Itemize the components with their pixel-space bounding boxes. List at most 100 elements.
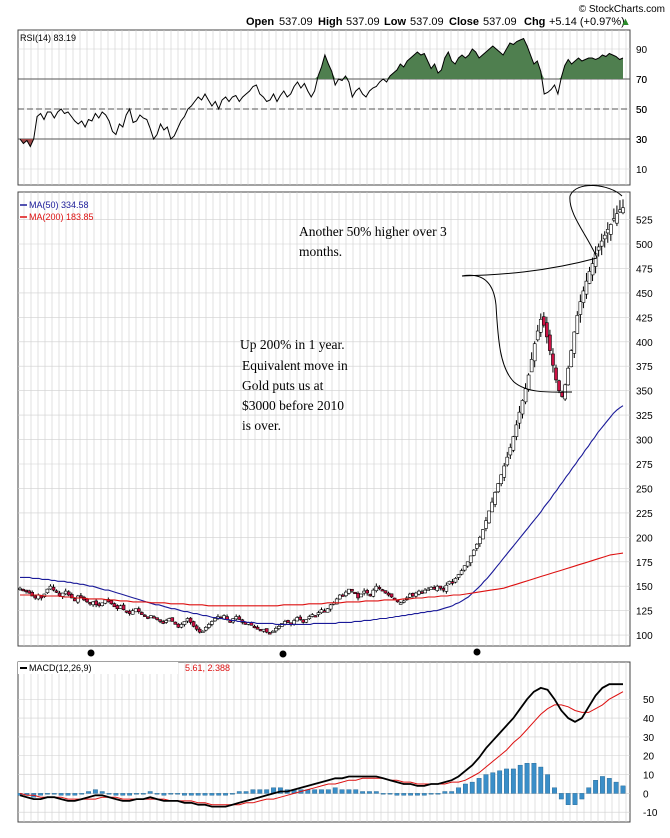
candle <box>523 388 528 403</box>
candle <box>91 601 95 606</box>
candle <box>234 616 239 620</box>
macd-histogram-bar <box>483 774 489 794</box>
macd-histogram-bar <box>120 793 126 796</box>
candle <box>152 616 156 619</box>
candle <box>313 615 318 618</box>
macd-histogram-bar <box>325 789 331 794</box>
macd-histogram-bar <box>134 793 139 795</box>
candle <box>514 424 519 437</box>
candle <box>569 350 574 368</box>
macd-histogram-bar <box>140 793 146 795</box>
rsi-panel <box>17 29 631 186</box>
candle <box>301 619 306 623</box>
candle <box>487 510 491 524</box>
candle <box>496 483 500 493</box>
macd-histogram-bar <box>538 766 544 794</box>
macd-histogram-bar <box>401 793 407 796</box>
candle <box>295 617 299 622</box>
candle <box>560 392 564 397</box>
macd-tick-label: 40 <box>643 714 655 725</box>
candle <box>542 316 546 326</box>
candle <box>435 585 440 591</box>
candle <box>176 623 181 628</box>
candle <box>612 218 616 221</box>
candle <box>325 608 330 613</box>
ma50-legend: MA(50) 334.58 <box>29 200 89 210</box>
candle <box>602 234 607 240</box>
macd-histogram-bar <box>216 793 222 796</box>
candle <box>261 628 266 632</box>
candle <box>207 624 211 628</box>
candle <box>508 447 513 456</box>
macd-histogram-bar <box>421 793 427 796</box>
candle <box>115 605 120 610</box>
candle <box>307 616 312 620</box>
candle <box>481 529 485 540</box>
candle <box>143 614 147 617</box>
candle <box>423 589 427 594</box>
candle <box>127 610 132 614</box>
candle <box>185 618 190 622</box>
macd-tick-label: 0 <box>643 789 649 800</box>
price-tick-label: 400 <box>636 338 653 349</box>
candle <box>572 331 577 354</box>
candle <box>60 592 65 597</box>
candle <box>462 565 467 571</box>
candle <box>277 626 281 629</box>
candle <box>304 619 309 623</box>
candle <box>429 586 433 590</box>
candle <box>337 594 342 600</box>
candle <box>587 271 592 284</box>
candle <box>158 619 162 622</box>
macd-tick-label: -10 <box>643 808 658 819</box>
candle <box>97 603 101 607</box>
macd-histogram-bar <box>490 772 496 794</box>
macd-histogram-bar <box>456 787 461 794</box>
candle <box>417 590 421 595</box>
candle <box>505 456 510 466</box>
price-tick-label: 125 <box>636 607 653 618</box>
macd-histogram-bar <box>558 793 564 800</box>
candle <box>66 591 71 596</box>
candle <box>584 280 589 295</box>
macd-histogram-bar <box>182 793 187 796</box>
candle <box>292 620 296 625</box>
candle <box>200 630 205 634</box>
chg-value: +5.14 (+0.97%) <box>549 16 625 28</box>
candle <box>395 600 400 603</box>
macd-histogram-bar <box>223 793 228 796</box>
candle <box>173 621 178 625</box>
macd-histogram-bar <box>209 793 215 796</box>
candle <box>411 592 415 597</box>
candle <box>79 595 83 598</box>
macd-histogram-bar <box>428 793 434 795</box>
macd-histogram-bar <box>572 793 578 805</box>
candle <box>76 595 80 603</box>
candle <box>164 620 168 623</box>
candle <box>368 594 373 597</box>
candle <box>356 592 360 599</box>
rsi-tick-label: 30 <box>636 135 648 146</box>
macd-histogram-bar <box>408 793 413 796</box>
chg-arrow-icon: ▲ <box>620 16 631 28</box>
candle <box>359 593 363 598</box>
candle <box>191 621 196 627</box>
candle <box>566 367 570 386</box>
candle <box>615 213 619 224</box>
candle <box>334 598 339 605</box>
candle <box>136 608 141 612</box>
candle <box>182 621 187 625</box>
annotation-line: $3000 before 2010 <box>242 398 344 413</box>
macd-histogram-bar <box>606 778 612 794</box>
candle <box>63 590 68 595</box>
candle <box>532 343 537 362</box>
macd-histogram-bar <box>613 781 619 794</box>
price-tick-label: 500 <box>636 240 653 251</box>
candle <box>408 593 412 598</box>
candle <box>188 617 193 623</box>
macd-histogram-bar <box>230 793 235 795</box>
candle <box>73 598 77 602</box>
price-legend: MA(50) 334.58 MA(200) 183.85 <box>20 200 94 222</box>
candle <box>194 625 199 630</box>
